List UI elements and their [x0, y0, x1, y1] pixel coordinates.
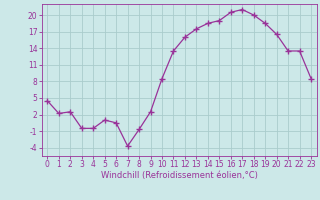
X-axis label: Windchill (Refroidissement éolien,°C): Windchill (Refroidissement éolien,°C): [101, 171, 258, 180]
